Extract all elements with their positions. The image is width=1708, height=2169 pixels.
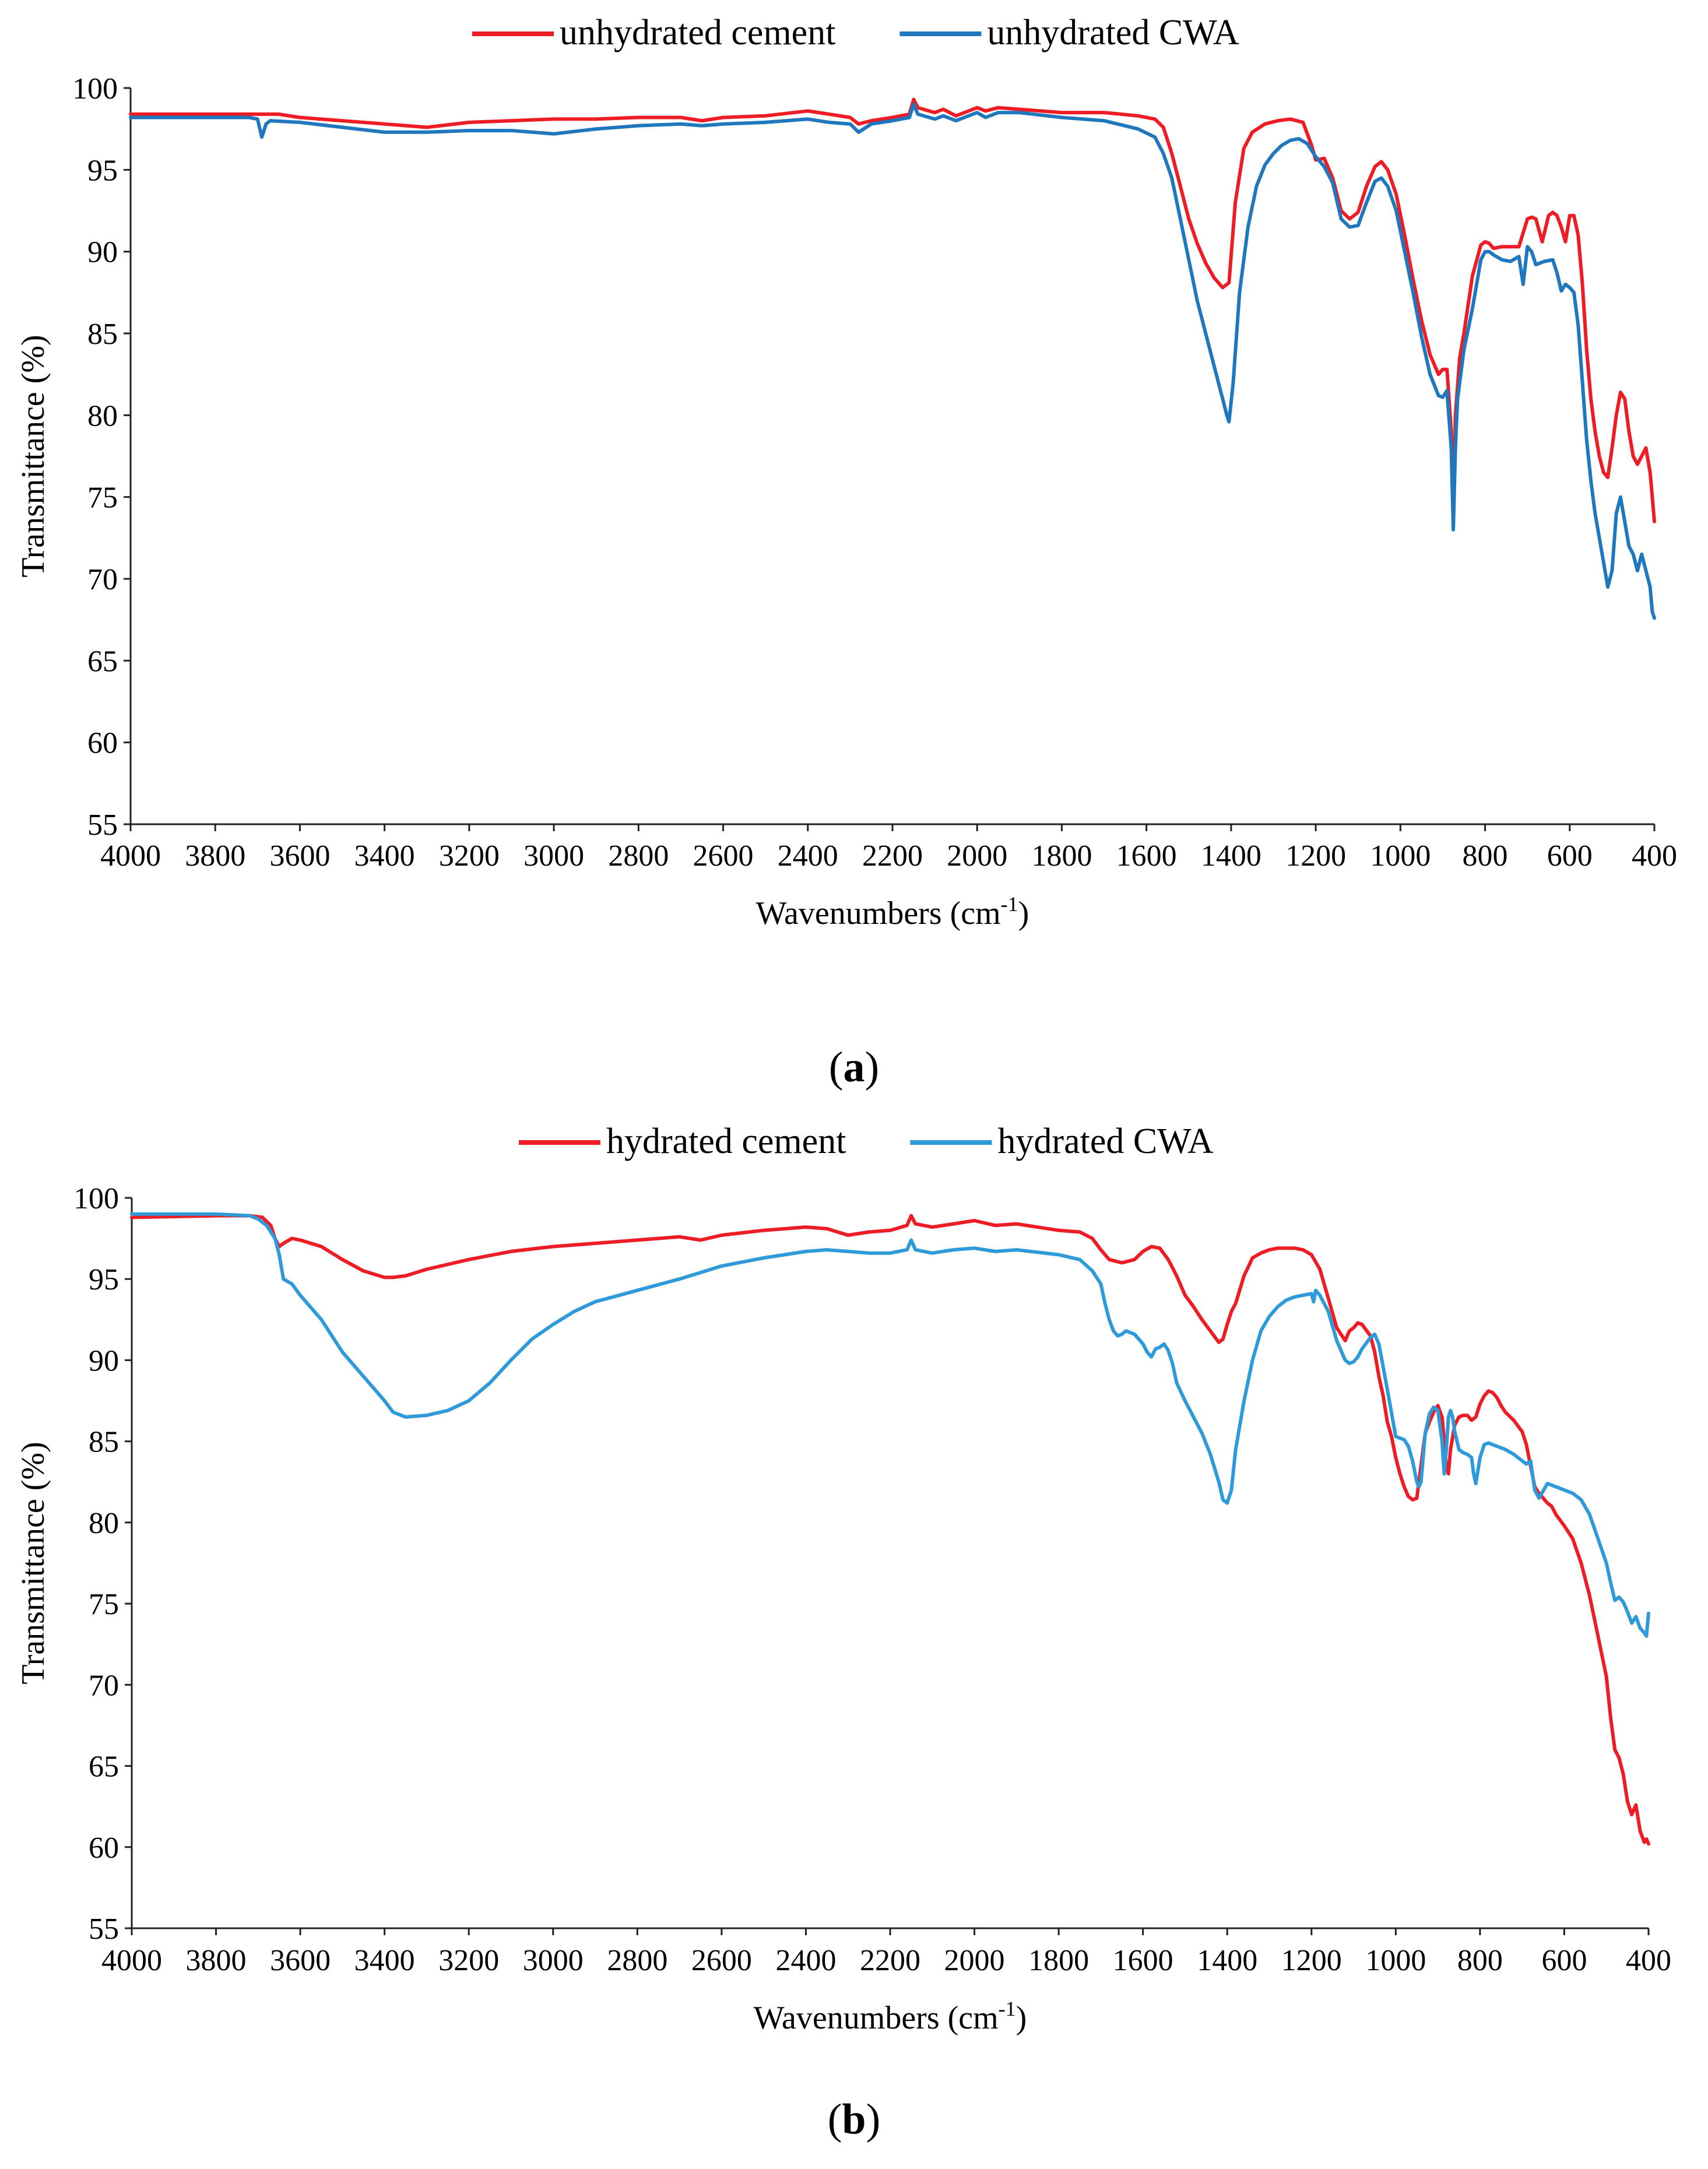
x-tick-label: 4000 (100, 839, 161, 873)
chart-panel-b: 55 60 65 70 75 80 85 90 95 100 4000 3800 3600 3400 320… (15, 1122, 1671, 2143)
legend-item: hydrated cement (519, 1122, 846, 1161)
legend-label: hydrated cement (606, 1122, 846, 1161)
x-tick-label: 3800 (186, 1944, 247, 1977)
y-tick-label: 65 (87, 645, 118, 678)
x-tick-label: 400 (1632, 839, 1677, 873)
series-line-hydrated-cement (130, 1214, 1650, 1846)
x-axis-title-main: Wavenumbers (cm (754, 2000, 999, 2036)
panel-label: (a) (829, 1043, 879, 1091)
x-tick-label: 1000 (1365, 1944, 1426, 1977)
y-tick-label: 95 (87, 154, 118, 187)
y-tick-label: 100 (73, 1182, 119, 1215)
y-tick-label: 100 (72, 72, 118, 106)
y-tick-label: 90 (89, 1344, 119, 1377)
legend-item: unhydrated CWA (899, 13, 1239, 52)
x-tick-label: 2800 (607, 1944, 667, 1977)
y-tick-label: 75 (87, 481, 118, 515)
x-tick-label: 3400 (354, 839, 415, 873)
x-axis-title-sup: -1 (999, 1997, 1016, 2020)
x-tick-label: 1400 (1201, 839, 1261, 873)
x-tick-label: 3800 (185, 839, 245, 873)
legend-item: unhydrated cement (472, 13, 835, 52)
x-tick-label: 3200 (438, 1944, 499, 1977)
x-tick-label: 2400 (778, 839, 838, 873)
y-tick-label: 70 (89, 1669, 119, 1702)
y-tick-label: 65 (89, 1750, 119, 1784)
y-tick-label: 85 (87, 318, 118, 351)
y-tick-label: 60 (87, 727, 118, 760)
x-axis-title-sup: -1 (1001, 892, 1018, 916)
x-tick-label: 3000 (523, 1944, 584, 1977)
x-tick-label: 600 (1541, 1944, 1587, 1977)
x-tick-label: 800 (1457, 1944, 1503, 1977)
x-tick-label: 1600 (1116, 839, 1177, 873)
y-tick-label: 80 (89, 1507, 119, 1540)
x-tick-label: 4000 (101, 1944, 162, 1977)
x-tick-label: 3000 (523, 839, 584, 873)
legend-label: hydrated CWA (997, 1122, 1213, 1161)
y-tick-label: 85 (89, 1426, 119, 1459)
y-tick-label: 90 (87, 236, 118, 269)
x-tick-label: 2600 (693, 839, 754, 873)
x-tick-label: 2600 (691, 1944, 752, 1977)
x-tick-label: 400 (1626, 1944, 1671, 1977)
x-tick-label: 2200 (862, 839, 923, 873)
x-tick-label: 1200 (1285, 839, 1346, 873)
x-axis-title: Wavenumbers (cm-1) (754, 1997, 1027, 2036)
x-axis-title-end: ) (1018, 895, 1029, 931)
series-line-unhydrated-cement (129, 97, 1656, 523)
x-axis-title-end: ) (1016, 2000, 1027, 2036)
panel-label: (b) (828, 2096, 880, 2143)
y-tick-label: 95 (89, 1263, 119, 1296)
series-line-unhydrated-cwa (129, 103, 1656, 620)
y-axis-title: Transmittance (%) (15, 335, 51, 577)
x-tick-label: 1200 (1281, 1944, 1342, 1977)
y-axis-title: Transmittance (%) (15, 1442, 51, 1684)
y-tick-label: 60 (89, 1831, 119, 1865)
x-tick-label: 1600 (1113, 1944, 1173, 1977)
y-tick-label: 55 (89, 1913, 119, 1946)
y-tick-label: 55 (87, 808, 118, 842)
legend-item: hydrated CWA (910, 1122, 1214, 1161)
chart-panel-a: 55 60 65 70 75 80 85 90 95 100 4000 3800 3600 3400 320… (15, 13, 1677, 1091)
y-tick-label: 80 (87, 399, 118, 433)
series-line-hydrated-cwa (130, 1212, 1650, 1638)
x-tick-label: 600 (1547, 839, 1593, 873)
x-tick-label: 3600 (269, 839, 330, 873)
x-tick-label: 1800 (1028, 1944, 1089, 1977)
y-tick-label: 70 (87, 563, 118, 596)
legend-label: unhydrated CWA (987, 13, 1239, 52)
x-tick-label: 1800 (1031, 839, 1092, 873)
x-tick-label: 2400 (775, 1944, 836, 1977)
x-tick-label: 3600 (270, 1944, 331, 1977)
x-tick-label: 2200 (860, 1944, 920, 1977)
x-tick-label: 2000 (944, 1944, 1005, 1977)
x-tick-label: 800 (1463, 839, 1508, 873)
x-tick-label: 2000 (947, 839, 1007, 873)
x-axis-title: Wavenumbers (cm-1) (756, 892, 1029, 931)
x-tick-label: 2800 (608, 839, 669, 873)
x-tick-label: 1400 (1197, 1944, 1257, 1977)
legend-label: unhydrated cement (560, 13, 835, 52)
y-tick-label: 75 (89, 1588, 119, 1621)
x-tick-label: 3400 (354, 1944, 415, 1977)
x-axis-title-main: Wavenumbers (cm (756, 895, 1001, 931)
x-tick-label: 3200 (439, 839, 500, 873)
x-tick-label: 1000 (1370, 839, 1431, 873)
